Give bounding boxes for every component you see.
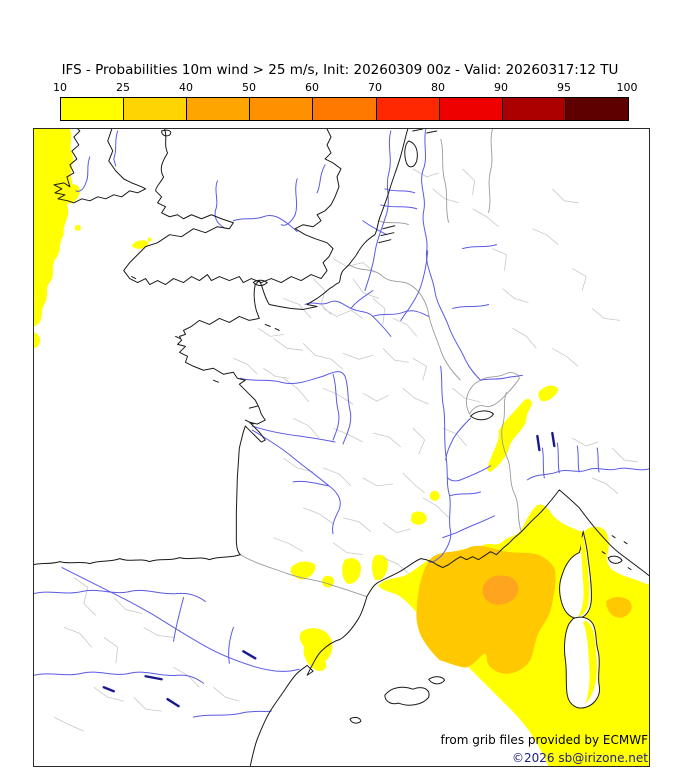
- colorbar-segment: [376, 98, 440, 120]
- coastlines-layer: [34, 129, 649, 766]
- admin-boundaries-layer: [53, 168, 639, 732]
- probability-fill-40-layer: [482, 575, 519, 605]
- country-borders-layer: [240, 129, 522, 597]
- colorbar-segment: [124, 98, 188, 120]
- colorbar-tick-label: 100: [616, 81, 638, 94]
- colorbar-tick-label: 40: [179, 81, 193, 94]
- colorbar-segment: [565, 98, 628, 120]
- colorbar-tick-label: 10: [53, 81, 67, 94]
- colorbar-segment: [502, 98, 566, 120]
- colorbar-tick-label: 80: [431, 81, 445, 94]
- probability-fill-25-layer: [416, 545, 632, 674]
- colorbar-tick-label: 50: [242, 81, 256, 94]
- islands-layer: [349, 529, 632, 724]
- colorbar-tick-label: 90: [494, 81, 508, 94]
- probability-fill-10-layer: [34, 129, 649, 766]
- colorbar-segment: [439, 98, 503, 120]
- colorbar-tick-label: 95: [557, 81, 571, 94]
- colorbar-segment: [187, 98, 251, 120]
- colorbar-segment: [313, 98, 377, 120]
- attribution-ecmwf: from grib files provided by ECMWF: [440, 733, 648, 747]
- rivers-layer: [34, 129, 649, 718]
- page-title: IFS - Probabilities 10m wind > 25 m/s, I…: [61, 62, 619, 78]
- colorbar-tick-label: 60: [305, 81, 319, 94]
- colorbar: [60, 97, 629, 121]
- colorbar-ticks: 10 25 40 50 60 70 80 90 95 100: [53, 81, 638, 95]
- colorbar-segment: [250, 98, 314, 120]
- colorbar-tick-label: 25: [116, 81, 130, 94]
- attribution-copyright: ©2026 sb@irizone.net: [512, 751, 648, 765]
- colorbar-segment: [61, 98, 125, 120]
- map-canvas: [33, 128, 650, 767]
- colorbar-tick-label: 70: [368, 81, 382, 94]
